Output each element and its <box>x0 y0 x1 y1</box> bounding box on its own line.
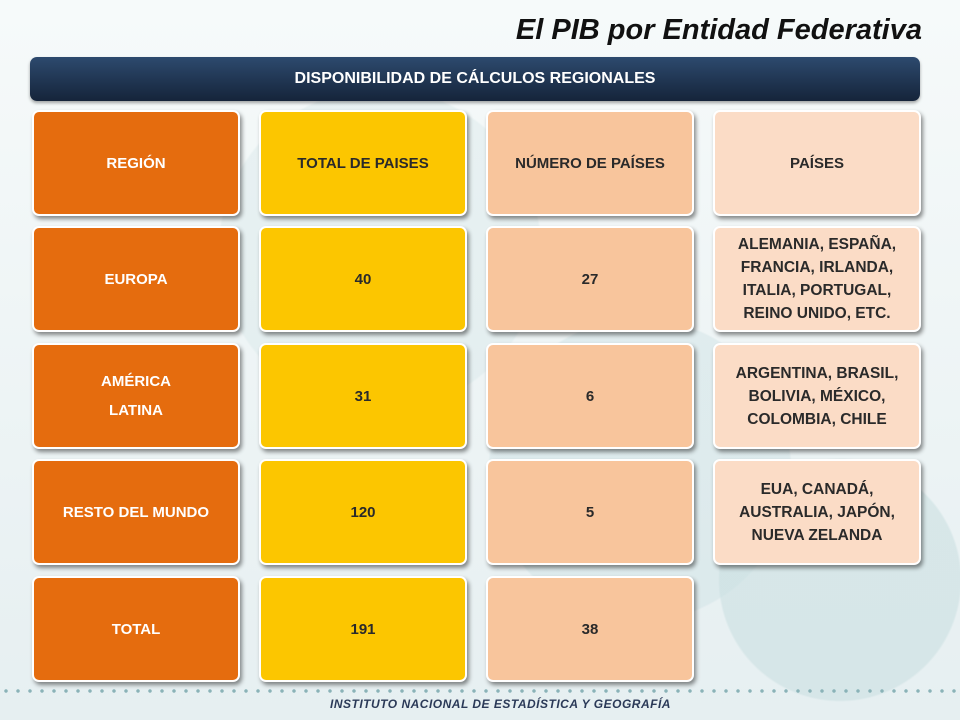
page-title: El PIB por Entidad Federativa <box>515 14 922 46</box>
total-cell: 191 <box>259 576 467 682</box>
header-total-paises: TOTAL DE PAISES <box>259 110 467 216</box>
paises-cell: EUA, CANADÁ, AUSTRALIA, JAPÓN, NUEVA ZEL… <box>713 459 921 565</box>
header-region: REGIÓN <box>32 110 240 216</box>
region-cell: EUROPA <box>32 226 240 332</box>
total-cell: 31 <box>259 343 467 449</box>
institution-footer: INSTITUTO NACIONAL DE ESTADÍSTICA Y GEOG… <box>330 697 671 711</box>
numero-cell: 38 <box>486 576 694 682</box>
region-cell: RESTO DEL MUNDO <box>32 459 240 565</box>
paises-cell: ARGENTINA, BRASIL, BOLIVIA, MÉXICO, COLO… <box>713 343 921 449</box>
region-cell: TOTAL <box>32 576 240 682</box>
region-cell: AMÉRICA LATINA <box>32 343 240 449</box>
region-cell-line1: AMÉRICA <box>101 373 171 390</box>
numero-cell: 27 <box>486 226 694 332</box>
numero-cell: 6 <box>486 343 694 449</box>
numero-cell: 5 <box>486 459 694 565</box>
region-cell-line2: LATINA <box>109 402 163 419</box>
header-numero-paises: NÚMERO DE PAÍSES <box>486 110 694 216</box>
total-cell: 120 <box>259 459 467 565</box>
total-cell: 40 <box>259 226 467 332</box>
dotted-divider <box>0 688 960 694</box>
table-banner: DISPONIBILIDAD DE CÁLCULOS REGIONALES <box>30 57 920 101</box>
paises-cell: ALEMANIA, ESPAÑA, FRANCIA, IRLANDA, ITAL… <box>713 226 921 332</box>
header-paises: PAÍSES <box>713 110 921 216</box>
